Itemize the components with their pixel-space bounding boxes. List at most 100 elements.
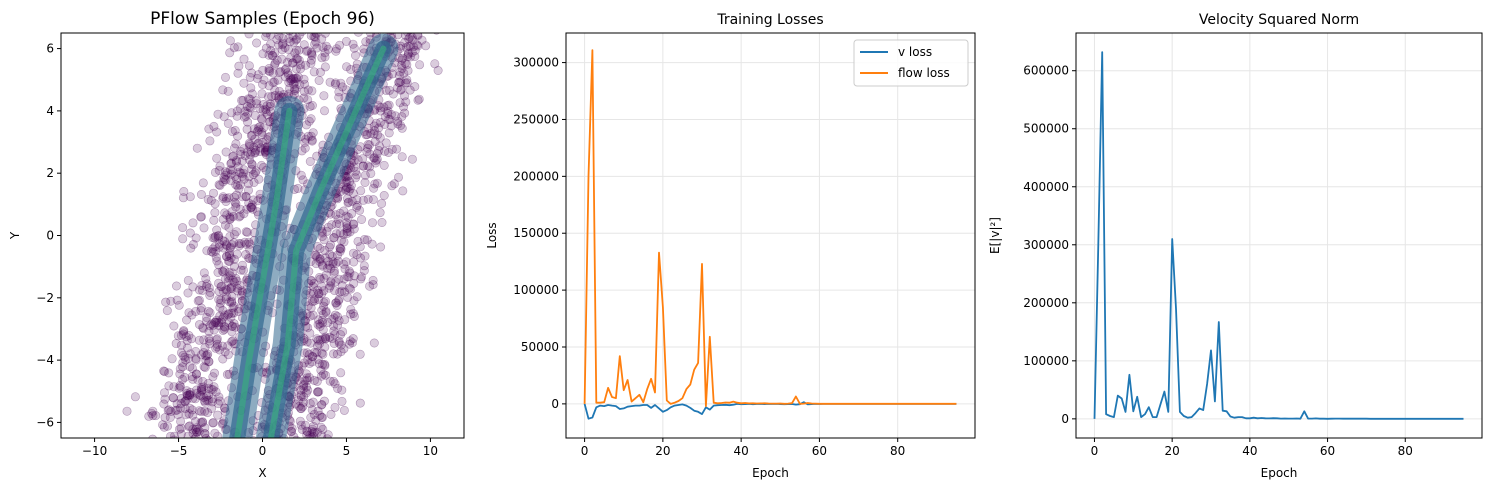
scatter-point bbox=[203, 194, 213, 204]
scatter-point bbox=[300, 138, 310, 148]
scatter-point bbox=[241, 227, 251, 237]
scatter-point bbox=[359, 261, 369, 271]
scatter-point bbox=[319, 106, 329, 116]
scatter-point bbox=[202, 246, 212, 256]
scatter-point bbox=[209, 188, 219, 198]
scatter-point bbox=[267, 50, 277, 60]
scatter-point bbox=[361, 130, 371, 140]
scatter-point bbox=[179, 326, 189, 336]
scatter-point bbox=[394, 78, 404, 88]
scatter-point bbox=[256, 160, 266, 170]
scatter-point bbox=[201, 356, 211, 366]
scatter-point bbox=[221, 285, 231, 295]
scatter-point bbox=[317, 305, 327, 315]
scatter-point bbox=[299, 392, 309, 402]
scatter-point bbox=[194, 406, 204, 416]
scatter-point bbox=[250, 111, 260, 121]
scatter-point bbox=[241, 239, 251, 249]
scatter-point bbox=[246, 103, 256, 113]
scatter-point bbox=[289, 37, 299, 47]
scatter-point bbox=[249, 142, 259, 152]
scatter-point bbox=[181, 410, 191, 420]
scatter-point bbox=[210, 199, 220, 209]
scatter-point bbox=[172, 295, 182, 305]
scatter-point bbox=[299, 93, 309, 103]
scatter-point bbox=[180, 352, 190, 362]
scatter-point bbox=[221, 197, 231, 207]
scatter-point bbox=[225, 214, 235, 224]
scatter-point bbox=[403, 48, 413, 58]
losses-grid bbox=[566, 33, 975, 438]
scatter-point bbox=[363, 161, 373, 171]
scatter-point bbox=[393, 172, 403, 182]
scatter-point bbox=[309, 375, 319, 385]
scatter-point bbox=[292, 34, 302, 44]
scatter-point bbox=[208, 418, 218, 428]
scatter-point bbox=[290, 77, 300, 87]
scatter-point bbox=[205, 321, 215, 331]
scatter-point bbox=[151, 411, 161, 421]
scatter-point bbox=[391, 111, 401, 121]
scatter-point bbox=[316, 400, 326, 410]
scatter-point bbox=[375, 208, 385, 218]
scatter-point bbox=[339, 259, 349, 269]
scatter-point bbox=[233, 162, 243, 172]
scatter-point bbox=[191, 425, 201, 435]
scatter-point bbox=[234, 239, 244, 249]
y-tick-label: 2 bbox=[46, 166, 54, 180]
scatter-point bbox=[225, 213, 235, 223]
scatter-point bbox=[295, 80, 305, 90]
scatter-point bbox=[196, 391, 206, 401]
scatter-point bbox=[238, 95, 248, 105]
scatter-point bbox=[379, 160, 389, 170]
scatter-point bbox=[222, 251, 232, 261]
scatter-point bbox=[218, 267, 228, 277]
scatter-point bbox=[235, 211, 245, 221]
scatter-point bbox=[276, 67, 286, 77]
scatter-point bbox=[346, 304, 356, 314]
scatter-point bbox=[384, 115, 394, 125]
scatter-point bbox=[299, 87, 309, 97]
scatter-point bbox=[285, 37, 295, 47]
scatter-point bbox=[303, 95, 313, 105]
scatter-point bbox=[226, 282, 236, 292]
scatter-point bbox=[306, 131, 316, 141]
scatter-point bbox=[213, 399, 223, 409]
scatter-point bbox=[178, 193, 188, 203]
scatter-point bbox=[220, 237, 230, 247]
scatter-point bbox=[179, 187, 189, 197]
scatter-point bbox=[333, 296, 343, 306]
scatter-point bbox=[301, 46, 311, 56]
scatter-point bbox=[322, 263, 332, 273]
velocity-ticks: 0 20 40 60 80 0 100000 200000 300000 400000 500000… bbox=[1023, 64, 1413, 458]
scatter-point bbox=[270, 85, 280, 95]
scatter-point bbox=[338, 327, 348, 337]
scatter-point bbox=[328, 257, 338, 267]
scatter-point bbox=[215, 311, 225, 321]
scatter-point bbox=[277, 54, 287, 64]
scatter-point bbox=[199, 223, 209, 233]
y-tick-label: 300000 bbox=[1023, 238, 1069, 252]
scatter-point bbox=[358, 154, 368, 164]
scatter-point bbox=[178, 374, 188, 384]
scatter-point bbox=[228, 303, 238, 313]
scatter-point bbox=[235, 103, 245, 113]
scatter-point bbox=[231, 199, 241, 209]
scatter-point bbox=[182, 391, 192, 401]
scatter-point bbox=[162, 306, 172, 316]
scatter-point bbox=[220, 167, 230, 177]
scatter-point bbox=[178, 358, 188, 368]
scatter-point bbox=[349, 271, 359, 281]
scatter-point bbox=[292, 54, 302, 64]
scatter-point bbox=[191, 346, 201, 356]
scatter-point bbox=[148, 411, 158, 421]
scatter-point bbox=[254, 138, 264, 148]
scatter-point bbox=[335, 243, 345, 253]
scatter-point bbox=[183, 275, 193, 285]
scatter-point bbox=[351, 166, 361, 176]
scatter-point bbox=[344, 283, 354, 293]
scatter-point bbox=[160, 388, 170, 398]
scatter-point bbox=[320, 359, 330, 369]
scatter-point bbox=[228, 275, 238, 285]
scatter-point bbox=[296, 170, 306, 180]
